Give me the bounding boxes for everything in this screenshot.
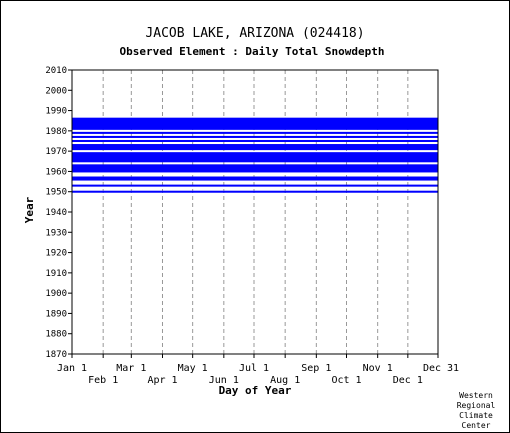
observed-period-0	[72, 117, 438, 130]
ytick-label-1900: 1900	[45, 289, 67, 299]
observed-period-4	[72, 144, 438, 151]
y-axis-label: Year	[23, 196, 36, 223]
ytick-label-2000: 2000	[45, 86, 67, 96]
ytick-label-2010: 2010	[45, 66, 67, 76]
observed-period-6	[72, 164, 438, 173]
xtick-label-may-1: May 1	[178, 363, 208, 374]
credit-line-1: Western	[459, 391, 493, 400]
xtick-label-jan-1: Jan 1	[57, 363, 87, 374]
credit-line-4: Center	[462, 421, 491, 430]
observed-period-5	[72, 152, 438, 163]
ytick-label-1990: 1990	[45, 107, 67, 117]
xtick-label-aug-1: Aug 1	[270, 375, 300, 386]
data-layer	[72, 117, 438, 193]
observed-period-7	[72, 176, 438, 181]
credit-block: Western Regional Climate Center	[457, 391, 496, 430]
observed-period-2	[72, 135, 438, 138]
xtick-label-jul-1: Jul 1	[239, 363, 269, 374]
credit-line-3: Climate	[459, 411, 493, 420]
grid-layer	[102, 70, 409, 354]
observed-period-1	[72, 131, 438, 134]
xtick-label-feb-1: Feb 1	[88, 375, 118, 386]
observed-period-8	[72, 184, 438, 187]
ytick-label-1960: 1960	[45, 167, 67, 177]
ytick-label-1950: 1950	[45, 188, 67, 198]
xtick-label-apr-1: Apr 1	[147, 375, 177, 386]
xtick-label-jun-1: Jun 1	[209, 375, 239, 386]
xtick-label-sep-1: Sep 1	[301, 363, 331, 374]
ytick-label-1920: 1920	[45, 249, 67, 259]
credit-line-2: Regional	[457, 401, 496, 410]
ytick-label-1890: 1890	[45, 309, 67, 319]
ytick-label-1930: 1930	[45, 228, 67, 238]
observed-period-3	[72, 139, 438, 143]
xtick-label-oct-1: Oct 1	[331, 375, 361, 386]
ytick-label-1880: 1880	[45, 330, 67, 340]
chart-title: JACOB LAKE, ARIZONA (024418)	[145, 26, 364, 41]
plot-border	[71, 69, 439, 355]
x-axis-label: Day of Year	[219, 384, 292, 397]
y-axis-ticks: 2010 2000 1990 1980 1970 1960 1950 1940 1930 1920…	[45, 66, 72, 360]
xtick-label-dec-1: Dec 1	[393, 375, 423, 386]
xtick-label-dec-31: Dec 31	[423, 363, 459, 374]
ytick-label-1980: 1980	[45, 127, 67, 137]
x-axis-ticks: Jan 1 Mar 1 May 1 Jul 1 Sep 1 Nov 1 Dec 31 Feb …	[57, 354, 459, 386]
ytick-label-1970: 1970	[45, 147, 67, 157]
xtick-label-nov-1: Nov 1	[363, 363, 393, 374]
ytick-label-1870: 1870	[45, 350, 67, 360]
observed-period-9	[72, 190, 438, 193]
chart-subtitle: Observed Element : Daily Total Snowdepth	[120, 45, 385, 58]
ytick-label-1940: 1940	[45, 208, 67, 218]
ytick-label-1910: 1910	[45, 269, 67, 279]
xtick-label-mar-1: Mar 1	[116, 363, 146, 374]
